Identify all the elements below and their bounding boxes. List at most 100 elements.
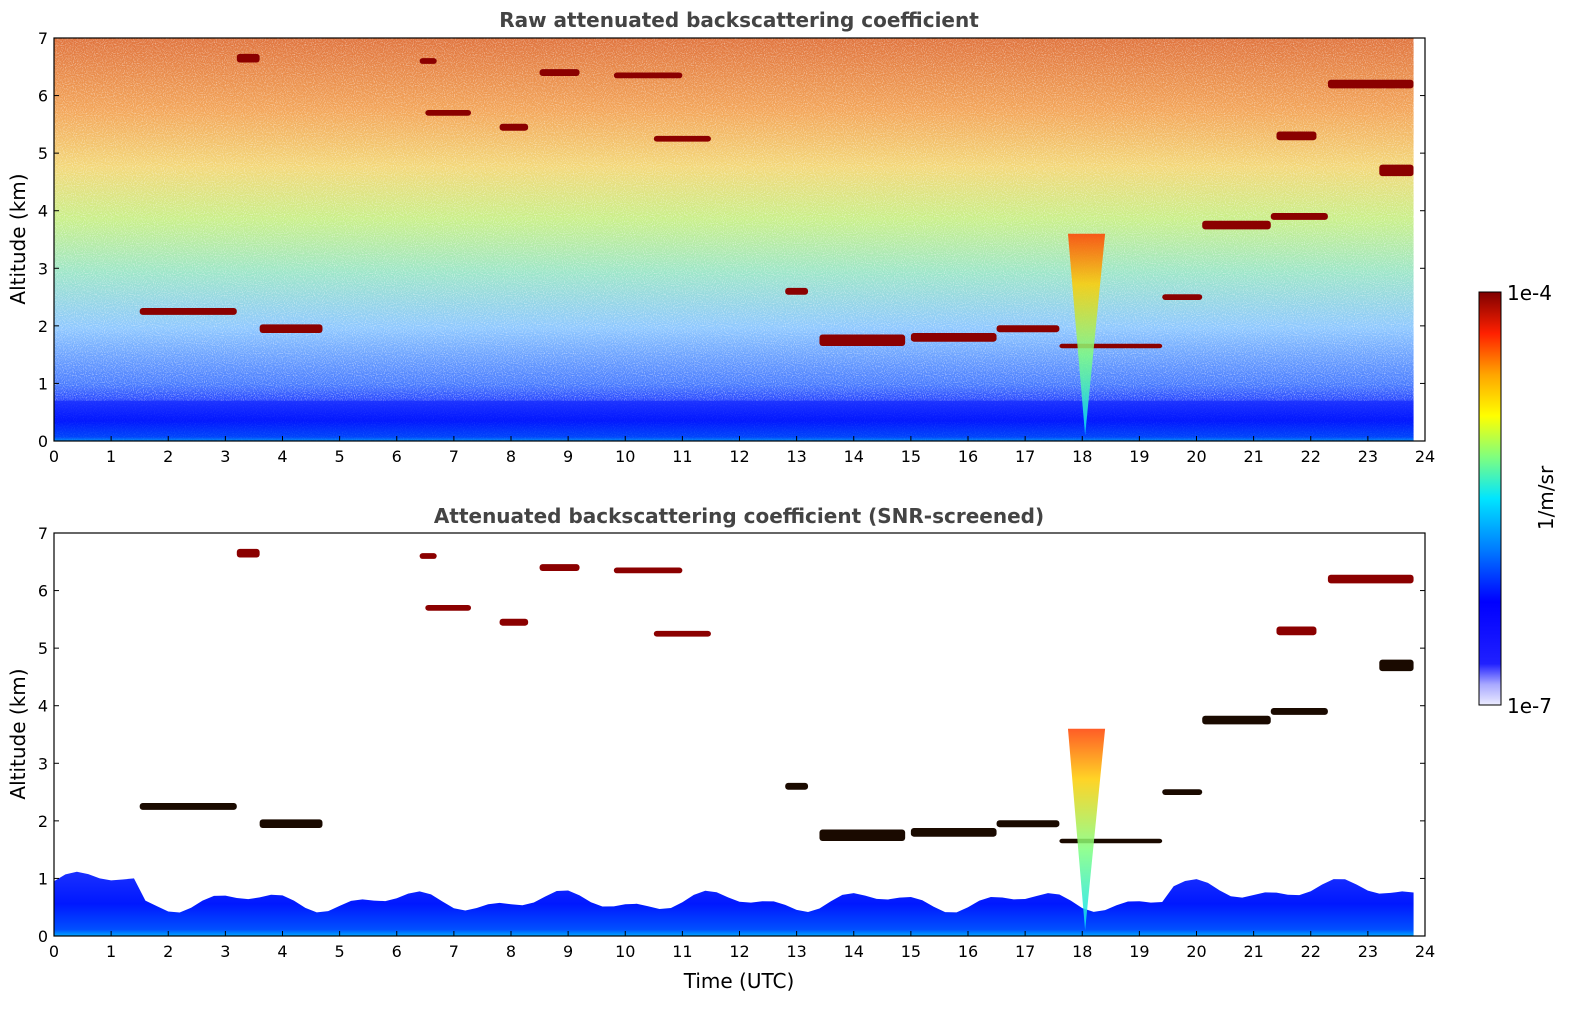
x-tick-label: 7 [449, 447, 459, 466]
x-tick-label: 4 [277, 942, 287, 961]
cloud-layer [996, 820, 1060, 828]
x-tick-label: 9 [563, 942, 573, 961]
y-axis-label-raw: Altitude (km) [6, 173, 30, 304]
y-tick-label: 5 [38, 144, 48, 163]
x-tick-label: 13 [786, 447, 806, 466]
y-tick-label: 0 [38, 927, 48, 946]
raw-noise-overlay [54, 38, 1414, 441]
x-tick-label: 22 [1301, 447, 1321, 466]
x-tick-label: 21 [1243, 447, 1263, 466]
cloud-layer [499, 618, 529, 626]
x-tick-label: 17 [1015, 447, 1035, 466]
x-tick-label: 3 [220, 942, 230, 961]
x-tick-label: 6 [392, 942, 402, 961]
x-tick-label: 24 [1415, 447, 1435, 466]
cloud-layer [653, 630, 711, 637]
cloud-layer [1270, 213, 1328, 220]
x-tick-label: 1 [106, 942, 116, 961]
x-tick-label: 6 [392, 447, 402, 466]
x-tick-label: 16 [958, 447, 978, 466]
boundary-layer [54, 400, 1414, 441]
y-axis-screened: 0 1 2 3 4 5 6 7 [38, 524, 1425, 946]
cloud-layer [785, 287, 809, 295]
y-tick-label: 2 [38, 317, 48, 336]
cloud-layer [539, 69, 580, 76]
panel-raw: Raw attenuated backscattering coefficien… [6, 8, 1435, 466]
cloud-layer [1202, 715, 1271, 725]
smoke-plume [1067, 728, 1106, 931]
cloud-layer [236, 53, 260, 63]
cloud-layer [236, 548, 260, 558]
cloud-layer [139, 803, 237, 810]
cloud-layer [996, 325, 1060, 333]
cloud-layer [139, 308, 237, 315]
y-axis-raw: 0 1 2 3 4 5 6 7 [38, 29, 1425, 451]
x-tick-label: 21 [1243, 942, 1263, 961]
y-tick-label: 3 [38, 259, 48, 278]
panel-title-screened: Attenuated backscattering coefficient (S… [434, 504, 1044, 528]
cloud-layer [1327, 574, 1414, 584]
x-tick-label: 2 [163, 942, 173, 961]
cloud-layer [1202, 220, 1271, 230]
x-tick-label: 9 [563, 447, 573, 466]
screened-background [54, 533, 1425, 936]
y-tick-label: 6 [38, 582, 48, 601]
x-tick-label: 20 [1186, 447, 1206, 466]
x-tick-label: 17 [1015, 942, 1035, 961]
cloud-layer [1162, 789, 1203, 795]
y-tick-label: 6 [38, 87, 48, 106]
cloud-layer [653, 135, 711, 142]
x-tick-label: 3 [220, 447, 230, 466]
y-tick-label: 7 [38, 29, 48, 48]
cloud-layer [819, 334, 906, 347]
x-tick-label: 4 [277, 447, 287, 466]
y-tick-label: 4 [38, 202, 48, 221]
panel-title-raw: Raw attenuated backscattering coefficien… [499, 8, 979, 32]
cloud-layer [1276, 131, 1317, 141]
cloud-layer [910, 828, 997, 837]
x-tick-label: 14 [844, 942, 864, 961]
y-tick-label: 5 [38, 639, 48, 658]
y-tick-label: 2 [38, 812, 48, 831]
x-tick-label: 0 [49, 942, 59, 961]
cloud-layer [613, 72, 683, 79]
x-tick-label: 15 [901, 447, 921, 466]
x-tick-label: 10 [615, 447, 635, 466]
x-axis-raw: 0 1 2 3 4 5 6 7 8 9 10 11 12 13 14 15 16 17 18 19 20 21 22 23 24 [49, 436, 1435, 466]
x-tick-label: 11 [672, 447, 692, 466]
colorbar-min-label: 1e-7 [1507, 694, 1552, 718]
y-tick-label: 1 [38, 374, 48, 393]
y-tick-label: 7 [38, 524, 48, 543]
x-axis-screened: 0 1 2 3 4 5 6 7 8 9 10 11 12 13 14 15 16 17 18 19 20 21 22 23 24 [49, 931, 1435, 961]
x-tick-label: 23 [1358, 942, 1378, 961]
cloud-layer [1327, 79, 1414, 89]
cloud-layer [1059, 838, 1163, 844]
cloud-layer [910, 333, 997, 342]
cloud-layer [1059, 343, 1163, 349]
cloud-layer [419, 58, 437, 64]
colorbar: 1e-4 1e-7 1/m/sr [1478, 281, 1558, 718]
x-tick-label: 19 [1129, 447, 1149, 466]
x-tick-label: 8 [506, 942, 516, 961]
cloud-layer [499, 123, 529, 131]
x-tick-label: 13 [786, 942, 806, 961]
no-data-region [1413, 38, 1425, 441]
cloud-layer [419, 553, 437, 559]
cloud-layer [539, 564, 580, 571]
cloud-layer [819, 829, 906, 842]
x-tick-label: 5 [335, 942, 345, 961]
cloud-layer [1162, 294, 1203, 300]
x-tick-label: 12 [729, 447, 749, 466]
x-tick-label: 0 [49, 447, 59, 466]
x-tick-label: 11 [672, 942, 692, 961]
colorbar-max-label: 1e-4 [1507, 281, 1552, 305]
x-tick-label: 12 [729, 942, 749, 961]
x-tick-label: 7 [449, 942, 459, 961]
x-tick-label: 24 [1415, 942, 1435, 961]
x-tick-label: 14 [844, 447, 864, 466]
x-tick-label: 18 [1072, 447, 1092, 466]
cloud-layer [259, 324, 323, 334]
y-axis-label-screened: Altitude (km) [6, 668, 30, 799]
cloud-layer [785, 782, 809, 790]
